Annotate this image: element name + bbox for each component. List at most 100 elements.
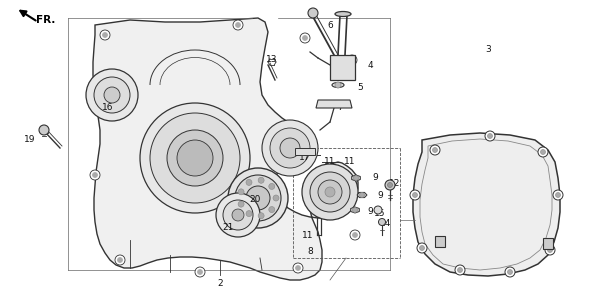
Circle shape xyxy=(103,33,107,38)
Circle shape xyxy=(545,245,555,255)
Circle shape xyxy=(352,207,358,213)
Text: 13: 13 xyxy=(266,55,278,64)
Circle shape xyxy=(353,175,359,181)
Circle shape xyxy=(246,211,252,217)
Circle shape xyxy=(350,230,360,240)
Text: 3: 3 xyxy=(485,45,491,54)
Circle shape xyxy=(308,8,318,18)
Circle shape xyxy=(228,168,288,228)
Circle shape xyxy=(487,134,493,138)
Text: 14: 14 xyxy=(381,219,392,228)
Circle shape xyxy=(177,140,213,176)
Text: 17: 17 xyxy=(299,153,311,162)
Circle shape xyxy=(293,263,303,273)
Circle shape xyxy=(100,30,110,40)
Circle shape xyxy=(195,267,205,277)
Text: 11: 11 xyxy=(344,157,356,166)
Circle shape xyxy=(432,147,438,153)
Text: 5: 5 xyxy=(357,83,363,92)
Polygon shape xyxy=(330,55,355,80)
Circle shape xyxy=(167,130,223,186)
Circle shape xyxy=(232,209,244,221)
Circle shape xyxy=(388,182,392,188)
Circle shape xyxy=(246,179,252,185)
Circle shape xyxy=(269,183,275,189)
Circle shape xyxy=(553,190,563,200)
Circle shape xyxy=(485,131,495,141)
Circle shape xyxy=(352,232,358,237)
Text: 11: 11 xyxy=(302,231,314,240)
Circle shape xyxy=(233,20,243,30)
Ellipse shape xyxy=(335,11,351,17)
Text: 10: 10 xyxy=(318,203,330,213)
Circle shape xyxy=(310,172,350,212)
Circle shape xyxy=(556,193,560,197)
Text: 18: 18 xyxy=(544,240,556,250)
Circle shape xyxy=(235,175,281,221)
Polygon shape xyxy=(350,207,359,213)
Polygon shape xyxy=(295,148,315,155)
Circle shape xyxy=(540,150,546,154)
Circle shape xyxy=(548,247,552,253)
Circle shape xyxy=(238,201,244,207)
Circle shape xyxy=(457,268,463,272)
Circle shape xyxy=(302,164,358,220)
Circle shape xyxy=(258,213,264,219)
Circle shape xyxy=(198,269,202,275)
Circle shape xyxy=(505,267,515,277)
Text: 8: 8 xyxy=(307,247,313,256)
Circle shape xyxy=(303,36,307,41)
Text: 16: 16 xyxy=(102,104,114,113)
Circle shape xyxy=(410,190,420,200)
Circle shape xyxy=(300,33,310,43)
Circle shape xyxy=(379,219,385,225)
Text: 6: 6 xyxy=(327,20,333,29)
Circle shape xyxy=(150,113,240,203)
Circle shape xyxy=(262,120,318,176)
Circle shape xyxy=(39,125,49,135)
Circle shape xyxy=(349,57,355,63)
Text: 21: 21 xyxy=(222,224,234,232)
Circle shape xyxy=(104,87,120,103)
Circle shape xyxy=(430,145,440,155)
Text: 9: 9 xyxy=(377,191,383,200)
Circle shape xyxy=(235,23,241,27)
Circle shape xyxy=(258,177,264,183)
Circle shape xyxy=(140,103,250,213)
Circle shape xyxy=(335,82,341,88)
Ellipse shape xyxy=(332,82,344,88)
Circle shape xyxy=(455,265,465,275)
Polygon shape xyxy=(413,133,560,276)
Text: 11: 11 xyxy=(324,157,336,166)
Text: 4: 4 xyxy=(367,61,373,70)
Circle shape xyxy=(325,187,335,197)
Text: 9: 9 xyxy=(367,207,373,216)
Text: 7: 7 xyxy=(337,104,343,113)
Circle shape xyxy=(296,265,300,271)
Polygon shape xyxy=(352,175,360,181)
Text: 19: 19 xyxy=(24,135,36,144)
Circle shape xyxy=(94,77,130,113)
Circle shape xyxy=(538,147,548,157)
Circle shape xyxy=(318,180,342,204)
Polygon shape xyxy=(543,238,553,249)
Circle shape xyxy=(412,193,418,197)
Text: FR.: FR. xyxy=(37,15,55,25)
Circle shape xyxy=(417,243,427,253)
Polygon shape xyxy=(93,18,358,280)
Circle shape xyxy=(269,206,275,213)
Circle shape xyxy=(223,200,253,230)
Circle shape xyxy=(347,55,357,65)
Polygon shape xyxy=(435,236,445,247)
Circle shape xyxy=(270,128,310,168)
Circle shape xyxy=(93,172,97,178)
Circle shape xyxy=(216,193,260,237)
Text: 18: 18 xyxy=(434,237,446,247)
Circle shape xyxy=(273,195,279,201)
Polygon shape xyxy=(357,192,367,197)
Circle shape xyxy=(507,269,513,275)
Circle shape xyxy=(115,255,125,265)
Text: 12: 12 xyxy=(389,178,401,188)
Circle shape xyxy=(359,193,365,197)
Circle shape xyxy=(238,189,244,195)
